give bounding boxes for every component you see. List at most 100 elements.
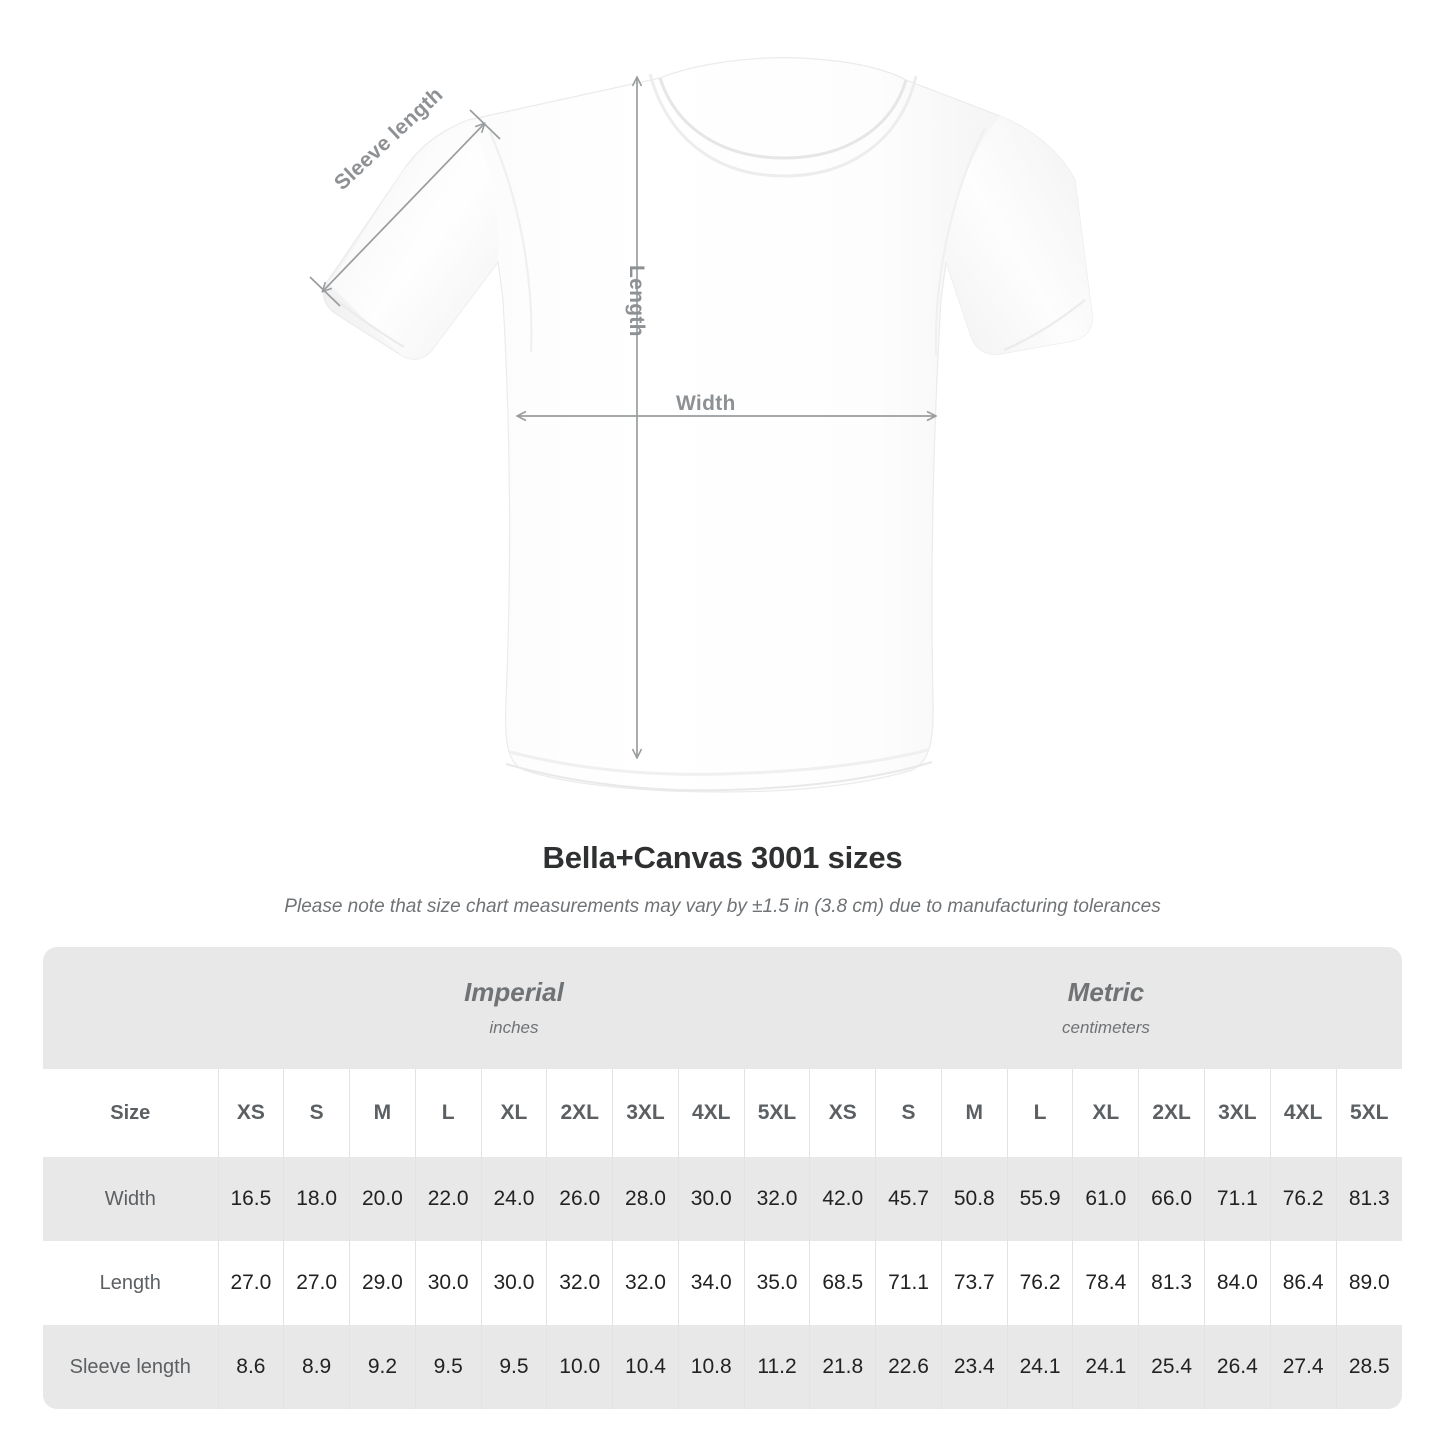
cell-sleeve-length-4XL-7: 10.8 — [677, 1325, 745, 1409]
header-size-2XL-14: 2XL — [1138, 1069, 1205, 1157]
table-row: Sleeve length 8.6 8.9 9.2 9.5 9.5 10.0 10.4 10.8… — [43, 1325, 1402, 1409]
tshirt-measurement-diagram: Sleeve length Length Width — [309, 57, 1093, 793]
shirt-left-armhole-seam — [488, 131, 533, 353]
cell-length-4XL-7: 34.0 — [677, 1241, 745, 1325]
cell-width-S-10: 45.7 — [875, 1157, 942, 1241]
cell-length-2XL-14: 81.3 — [1138, 1241, 1205, 1325]
cell-width-L-3: 22.0 — [414, 1157, 482, 1241]
cell-width-3XL-15: 71.1 — [1203, 1157, 1271, 1241]
shirt-right-sleeve — [946, 116, 1093, 355]
cell-length-S-10: 71.1 — [875, 1241, 942, 1325]
cell-width-4XL-16: 76.2 — [1269, 1157, 1337, 1241]
cell-width-5XL-8: 32.0 — [743, 1157, 810, 1241]
row-label-sleeve-length: Sleeve length — [43, 1325, 218, 1409]
shirt-left-cuff — [332, 297, 405, 349]
width-label: Width — [676, 392, 736, 415]
cell-sleeve-length-3XL-15: 26.4 — [1203, 1325, 1271, 1409]
cell-width-XS-9: 42.0 — [809, 1157, 876, 1241]
cell-sleeve-length-5XL-8: 11.2 — [743, 1325, 810, 1409]
cell-width-XS-0: 16.5 — [217, 1157, 284, 1241]
shirt-hem-shadow — [505, 761, 933, 792]
header-size-XS-9: XS — [809, 1069, 876, 1157]
table-row: Width 16.5 18.0 20.0 22.0 24.0 26.0 28.0 30.0 32.… — [43, 1157, 1402, 1241]
cell-sleeve-length-S-1: 8.9 — [283, 1325, 350, 1409]
page-title: Bella+Canvas 3001 sizes — [542, 840, 903, 875]
header-size-XL-13: XL — [1072, 1069, 1139, 1157]
measurement-arrows — [309, 78, 935, 757]
cell-length-5XL-8: 35.0 — [743, 1241, 810, 1325]
header-size-label: Size — [43, 1069, 218, 1157]
tshirt-illustration-svg — [309, 57, 1093, 793]
header-size-3XL-15: 3XL — [1203, 1069, 1271, 1157]
table-row: Length 27.0 27.0 29.0 30.0 30.0 32.0 32.0 34.0 35… — [43, 1241, 1402, 1325]
unit-banner-spacer — [43, 947, 218, 1069]
cell-length-2XL-5: 32.0 — [546, 1241, 613, 1325]
header-size-S-10: S — [875, 1069, 942, 1157]
header-size-2XL-5: 2XL — [546, 1069, 613, 1157]
size-header-row: Size XS S M L XL 2XL 3XL 4XL 5XL XS S M L XL 2XL 3XL 4XL 5… — [43, 1069, 1402, 1157]
shirt-shape — [323, 57, 1093, 793]
header-size-S-1: S — [283, 1069, 350, 1157]
unit-group-imperial: Imperial inches — [218, 947, 810, 1069]
header-size-XL-4: XL — [480, 1069, 547, 1157]
cell-sleeve-length-L-12: 24.1 — [1006, 1325, 1073, 1409]
cell-sleeve-length-XL-4: 9.5 — [480, 1325, 547, 1409]
cell-length-XS-0: 27.0 — [217, 1241, 284, 1325]
cell-width-M-2: 20.0 — [349, 1157, 416, 1241]
cell-length-L-12: 76.2 — [1006, 1241, 1073, 1325]
cell-length-L-3: 30.0 — [414, 1241, 482, 1325]
size-chart-container: Imperial inches Metric centimeters Size XS S M L… — [43, 947, 1402, 1409]
cell-sleeve-length-4XL-16: 27.4 — [1269, 1325, 1337, 1409]
unit-measure-label: centimeters — [1062, 1018, 1150, 1038]
header-size-4XL-7: 4XL — [677, 1069, 745, 1157]
header-size-L-3: L — [414, 1069, 482, 1157]
cell-length-S-1: 27.0 — [283, 1241, 350, 1325]
header-size-4XL-16: 4XL — [1269, 1069, 1337, 1157]
unit-group-metric: Metric centimeters — [809, 947, 1402, 1069]
cell-sleeve-length-XS-0: 8.6 — [217, 1325, 284, 1409]
cell-length-XL-13: 78.4 — [1072, 1241, 1139, 1325]
cell-sleeve-length-S-10: 22.6 — [875, 1325, 942, 1409]
cell-length-3XL-6: 32.0 — [612, 1241, 679, 1325]
cell-width-XL-4: 24.0 — [480, 1157, 547, 1241]
header-size-3XL-6: 3XL — [612, 1069, 679, 1157]
tolerance-note: Please note that size chart measurements… — [284, 896, 1161, 917]
shirt-collar-outer — [658, 77, 908, 160]
header-size-M-2: M — [349, 1069, 416, 1157]
cell-length-4XL-16: 86.4 — [1269, 1241, 1337, 1325]
cell-width-5XL-17: 81.3 — [1335, 1157, 1402, 1241]
sleeve-tick-bottom — [309, 276, 341, 307]
header-size-L-12: L — [1006, 1069, 1073, 1157]
row-label-width: Width — [43, 1157, 218, 1241]
cell-length-5XL-17: 89.0 — [1335, 1241, 1402, 1325]
cell-length-M-2: 29.0 — [349, 1241, 416, 1325]
cell-width-S-1: 18.0 — [283, 1157, 350, 1241]
shirt-collar-inner — [648, 73, 918, 178]
cell-width-2XL-14: 66.0 — [1138, 1157, 1205, 1241]
cell-width-M-11: 50.8 — [940, 1157, 1008, 1241]
header-size-5XL-17: 5XL — [1335, 1069, 1402, 1157]
cell-length-XL-4: 30.0 — [480, 1241, 547, 1325]
header-size-XS-0: XS — [217, 1069, 284, 1157]
header-size-5XL-8: 5XL — [743, 1069, 810, 1157]
cell-sleeve-length-2XL-14: 25.4 — [1138, 1325, 1205, 1409]
unit-measure-label: inches — [489, 1018, 539, 1038]
length-label: Length — [625, 265, 648, 337]
cell-width-L-12: 55.9 — [1006, 1157, 1073, 1241]
cell-sleeve-length-2XL-5: 10.0 — [546, 1325, 613, 1409]
sleeve-tick-top — [469, 109, 501, 140]
unit-system-label: Imperial — [464, 976, 564, 1007]
shirt-right-cuff — [1003, 299, 1086, 352]
cell-length-XS-9: 68.5 — [809, 1241, 876, 1325]
cell-sleeve-length-M-2: 9.2 — [349, 1325, 416, 1409]
cell-length-M-11: 73.7 — [940, 1241, 1008, 1325]
cell-width-4XL-7: 30.0 — [677, 1157, 745, 1241]
cell-sleeve-length-L-3: 9.5 — [414, 1325, 482, 1409]
size-chart-table: Imperial inches Metric centimeters Size XS S M L… — [43, 947, 1402, 1409]
cell-sleeve-length-XS-9: 21.8 — [809, 1325, 876, 1409]
row-label-length: Length — [43, 1241, 218, 1325]
unit-banner-row: Imperial inches Metric centimeters — [43, 947, 1402, 1069]
cell-sleeve-length-XL-13: 24.1 — [1072, 1325, 1139, 1409]
cell-width-2XL-5: 26.0 — [546, 1157, 613, 1241]
header-size-M-11: M — [940, 1069, 1008, 1157]
